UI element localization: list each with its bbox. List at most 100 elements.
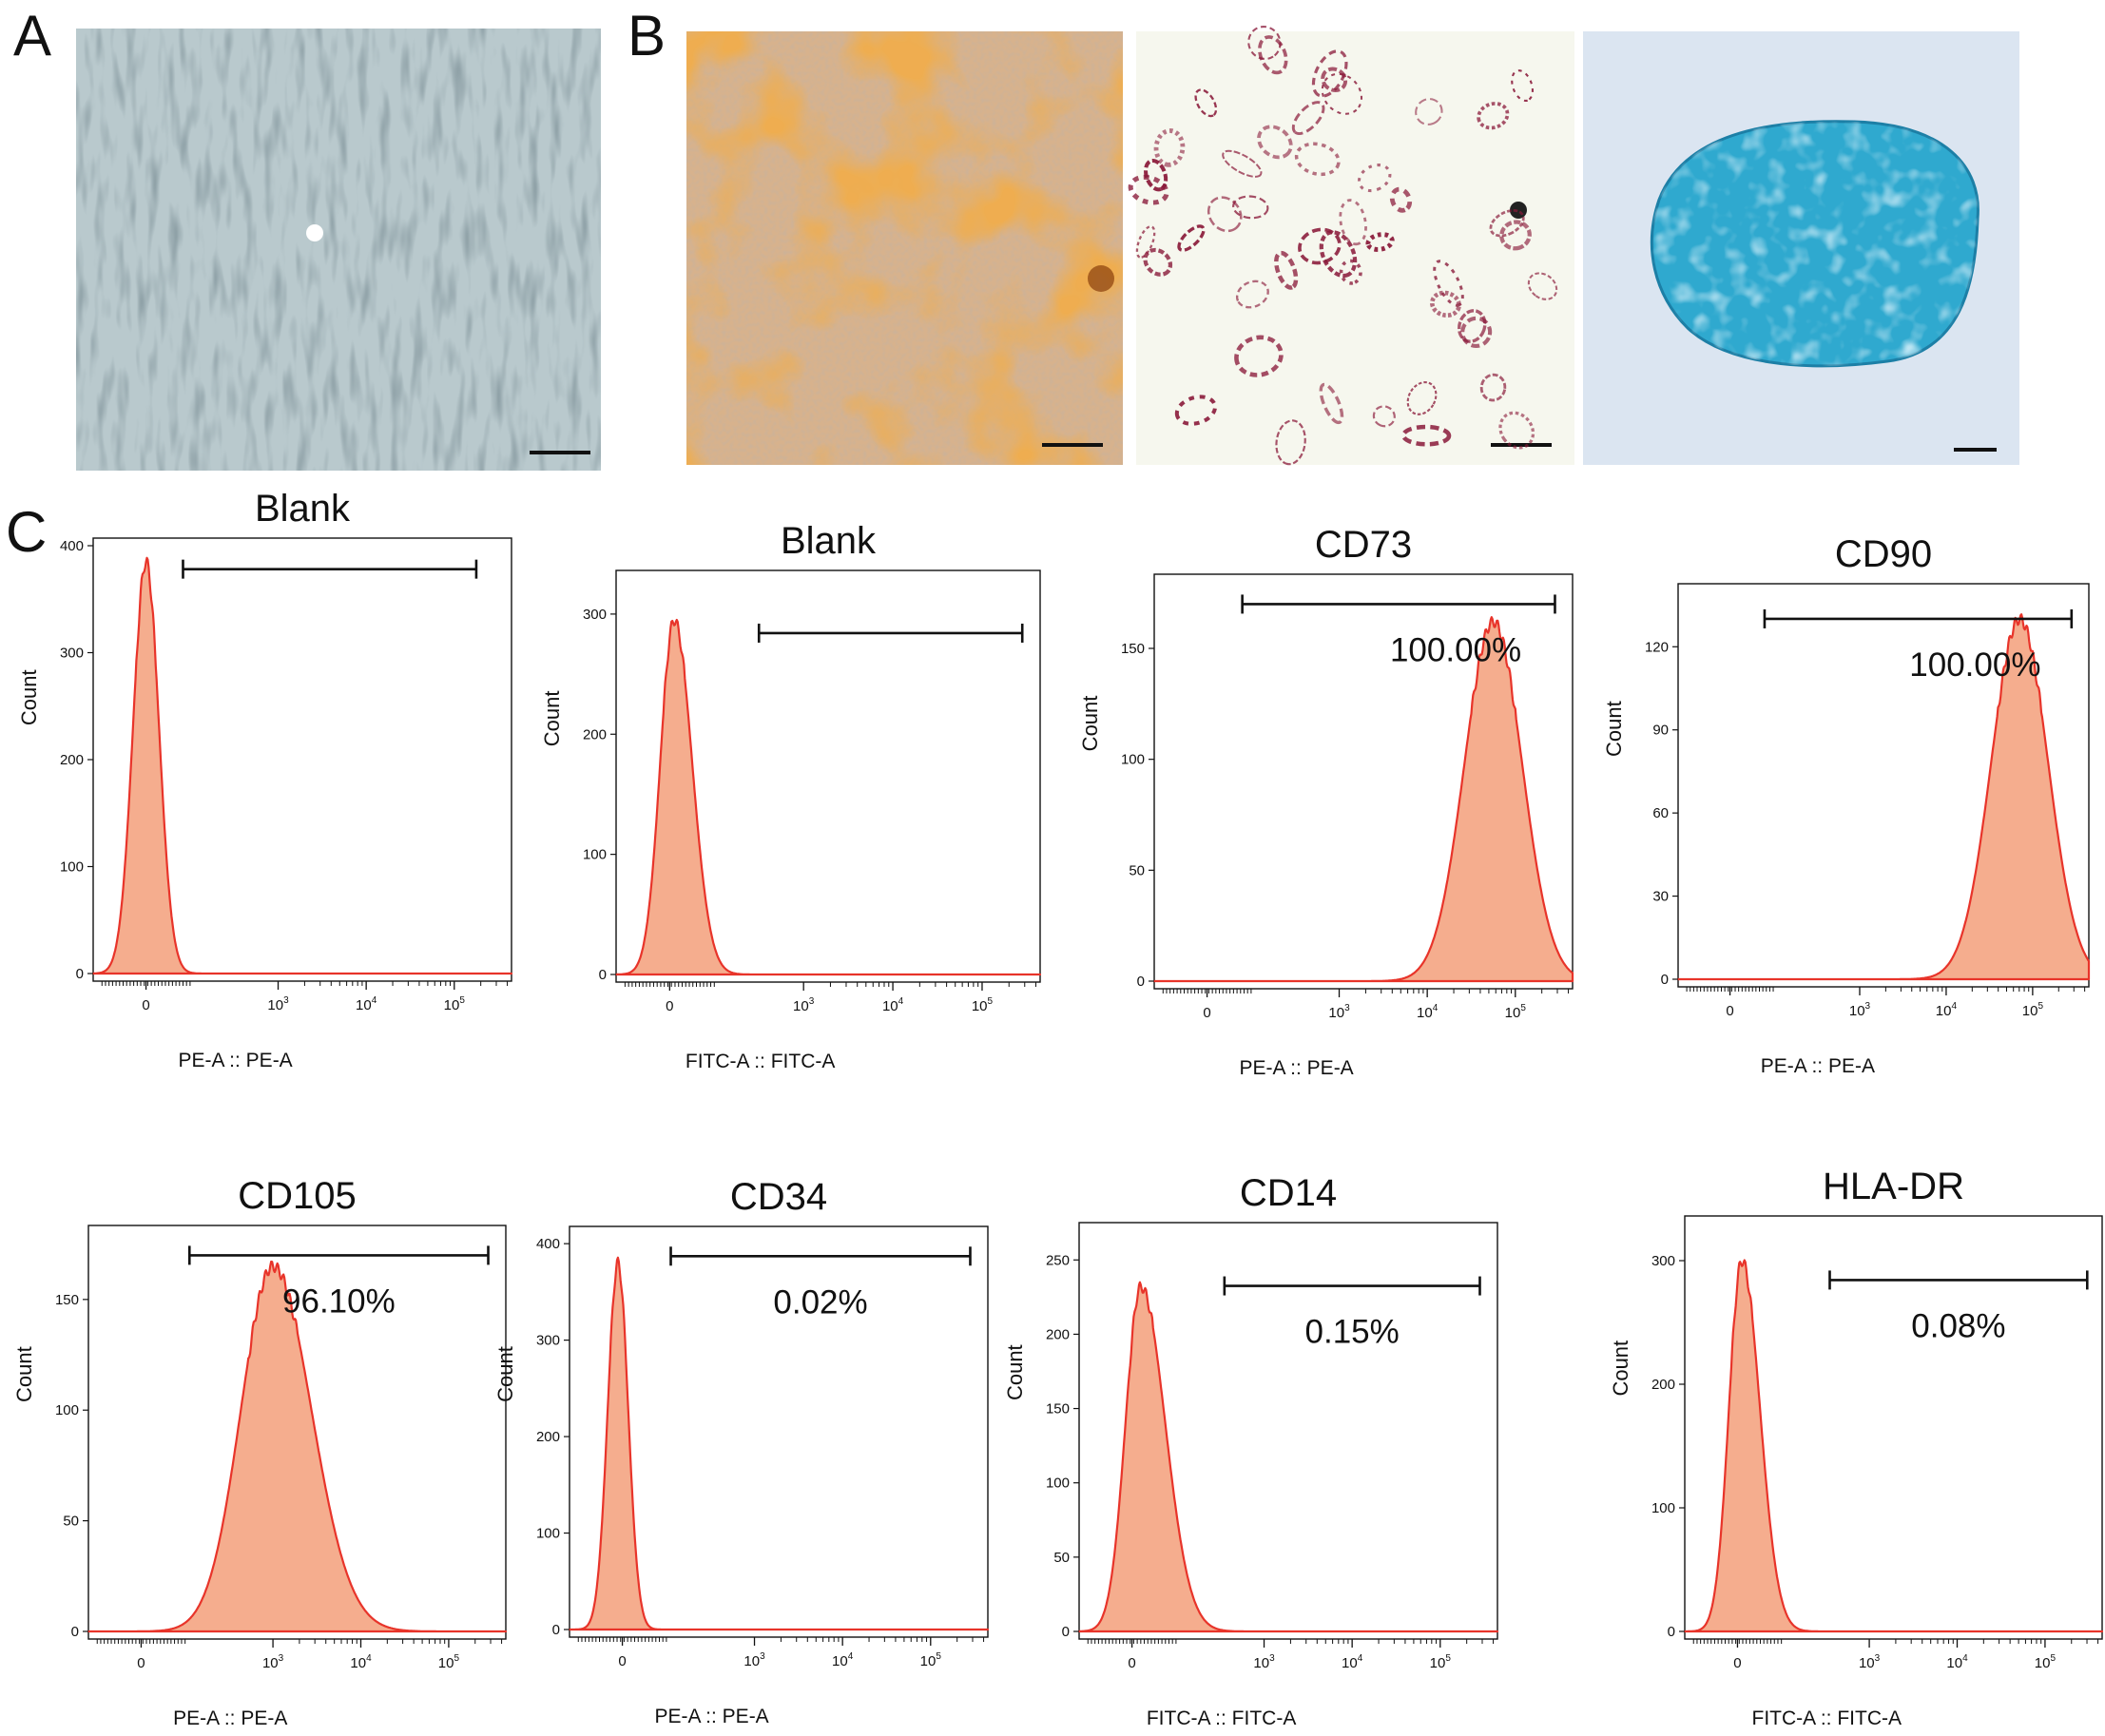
y-tick-label: 100: [60, 859, 84, 876]
y-tick-label: 200: [1046, 1326, 1070, 1342]
y-tick-label: 100: [1046, 1476, 1070, 1492]
gate-marker: [757, 623, 1024, 643]
gate-percentage: 100.00%: [1909, 646, 2040, 684]
x-tick-label: 103: [744, 1651, 765, 1669]
histogram-peak: [1152, 616, 1574, 983]
y-tick-label: 300: [1651, 1253, 1675, 1269]
plot-frame: [1078, 1222, 1498, 1640]
y-tick-label: 90: [1652, 723, 1669, 739]
x-axis-label: FITC-A :: FITC-A: [1147, 1707, 1297, 1729]
y-tick-label: 400: [536, 1236, 560, 1252]
histogram-title: Blank: [781, 520, 877, 562]
y-tick-label: 0: [1137, 974, 1145, 990]
x-tick-label: 0: [618, 1653, 626, 1669]
gate-marker: [1828, 1270, 2089, 1290]
x-tick-label: 104: [1342, 1653, 1363, 1671]
x-tick-label: 0: [1203, 1005, 1210, 1021]
plot-frame: [87, 1225, 507, 1640]
y-tick-label: 100: [55, 1402, 79, 1418]
x-tick-label: 103: [793, 996, 815, 1014]
plot-frame: [1684, 1215, 2103, 1640]
x-tick-label: 103: [267, 995, 289, 1013]
y-tick-label: 100: [583, 847, 607, 863]
histogram-title: CD105: [238, 1175, 357, 1217]
scale-bar: [530, 451, 590, 454]
y-axis-label: Count: [493, 1346, 517, 1402]
y-tick-label: 200: [536, 1429, 560, 1445]
x-tick-label: 104: [832, 1651, 854, 1669]
scale-bar: [1042, 443, 1103, 447]
histogram-peak: [1077, 1281, 1499, 1633]
x-tick-label: 105: [2035, 1653, 2057, 1671]
y-tick-label: 60: [1652, 805, 1669, 821]
y-tick-label: 100: [1121, 752, 1145, 768]
x-tick-label: 105: [2022, 1001, 2044, 1019]
x-tick-label: 104: [882, 996, 904, 1014]
panel-label-a: A: [13, 4, 51, 68]
y-axis-label: Count: [1078, 696, 1102, 752]
x-tick-label: 0: [666, 998, 673, 1014]
x-tick-label: 104: [1417, 1003, 1439, 1021]
x-tick-label: 104: [356, 995, 377, 1013]
y-tick-label: 0: [71, 1624, 79, 1640]
x-tick-label: 0: [1726, 1003, 1733, 1019]
x-tick-label: 105: [1505, 1003, 1527, 1021]
histogram-peak: [614, 618, 1042, 976]
gate-percentage: 0.15%: [1305, 1314, 1400, 1351]
y-tick-label: 250: [1046, 1252, 1070, 1268]
histogram-peak: [91, 556, 513, 975]
micrograph-msc-culture: [76, 29, 601, 471]
y-tick-label: 0: [1668, 1624, 1675, 1640]
histogram-title: CD73: [1315, 524, 1412, 566]
y-tick-label: 100: [536, 1526, 560, 1542]
gate-marker: [1763, 608, 2074, 628]
x-axis-label: PE-A :: PE-A: [654, 1706, 768, 1727]
y-tick-label: 120: [1645, 639, 1669, 655]
plot-frame: [1153, 573, 1574, 990]
y-tick-label: 400: [60, 538, 84, 554]
histogram-peak: [87, 1260, 508, 1633]
y-axis-label: Count: [1609, 1341, 1632, 1397]
histogram-title: CD90: [1835, 533, 1932, 575]
x-axis-label: PE-A :: PE-A: [1239, 1057, 1353, 1079]
histogram-title: HLA-DR: [1823, 1166, 1964, 1207]
plot-frame: [615, 569, 1041, 983]
histogram-peak: [1676, 613, 2091, 981]
y-tick-label: 50: [63, 1514, 79, 1530]
x-tick-label: 105: [972, 996, 994, 1014]
x-tick-label: 105: [438, 1653, 460, 1671]
x-axis-label: PE-A :: PE-A: [1761, 1055, 1875, 1077]
plot-frame: [569, 1225, 989, 1638]
micrograph-adipogenic: [1128, 25, 1574, 466]
x-tick-label: 0: [1733, 1655, 1741, 1671]
x-tick-label: 104: [350, 1653, 372, 1671]
y-tick-label: 30: [1652, 889, 1669, 905]
y-tick-label: 200: [1651, 1377, 1675, 1393]
y-tick-label: 300: [60, 646, 84, 662]
histogram-peak: [568, 1256, 990, 1631]
y-tick-label: 200: [60, 752, 84, 768]
x-tick-label: 103: [1849, 1001, 1871, 1019]
x-tick-label: 0: [137, 1655, 145, 1671]
histogram-peak: [1683, 1259, 2104, 1633]
y-tick-label: 150: [55, 1292, 79, 1308]
gate-marker: [1223, 1276, 1481, 1296]
x-tick-label: 104: [1936, 1001, 1958, 1019]
scale-bar: [1491, 443, 1552, 447]
x-axis-label: PE-A :: PE-A: [173, 1707, 287, 1729]
x-tick-label: 103: [1328, 1003, 1350, 1021]
micrograph-chondrogenic: [1583, 31, 2019, 465]
y-tick-label: 100: [1651, 1500, 1675, 1516]
panel-label-c: C: [6, 500, 47, 564]
y-tick-label: 200: [583, 726, 607, 743]
x-tick-label: 103: [1253, 1653, 1275, 1671]
x-axis-label: FITC-A :: FITC-A: [1752, 1707, 1902, 1729]
